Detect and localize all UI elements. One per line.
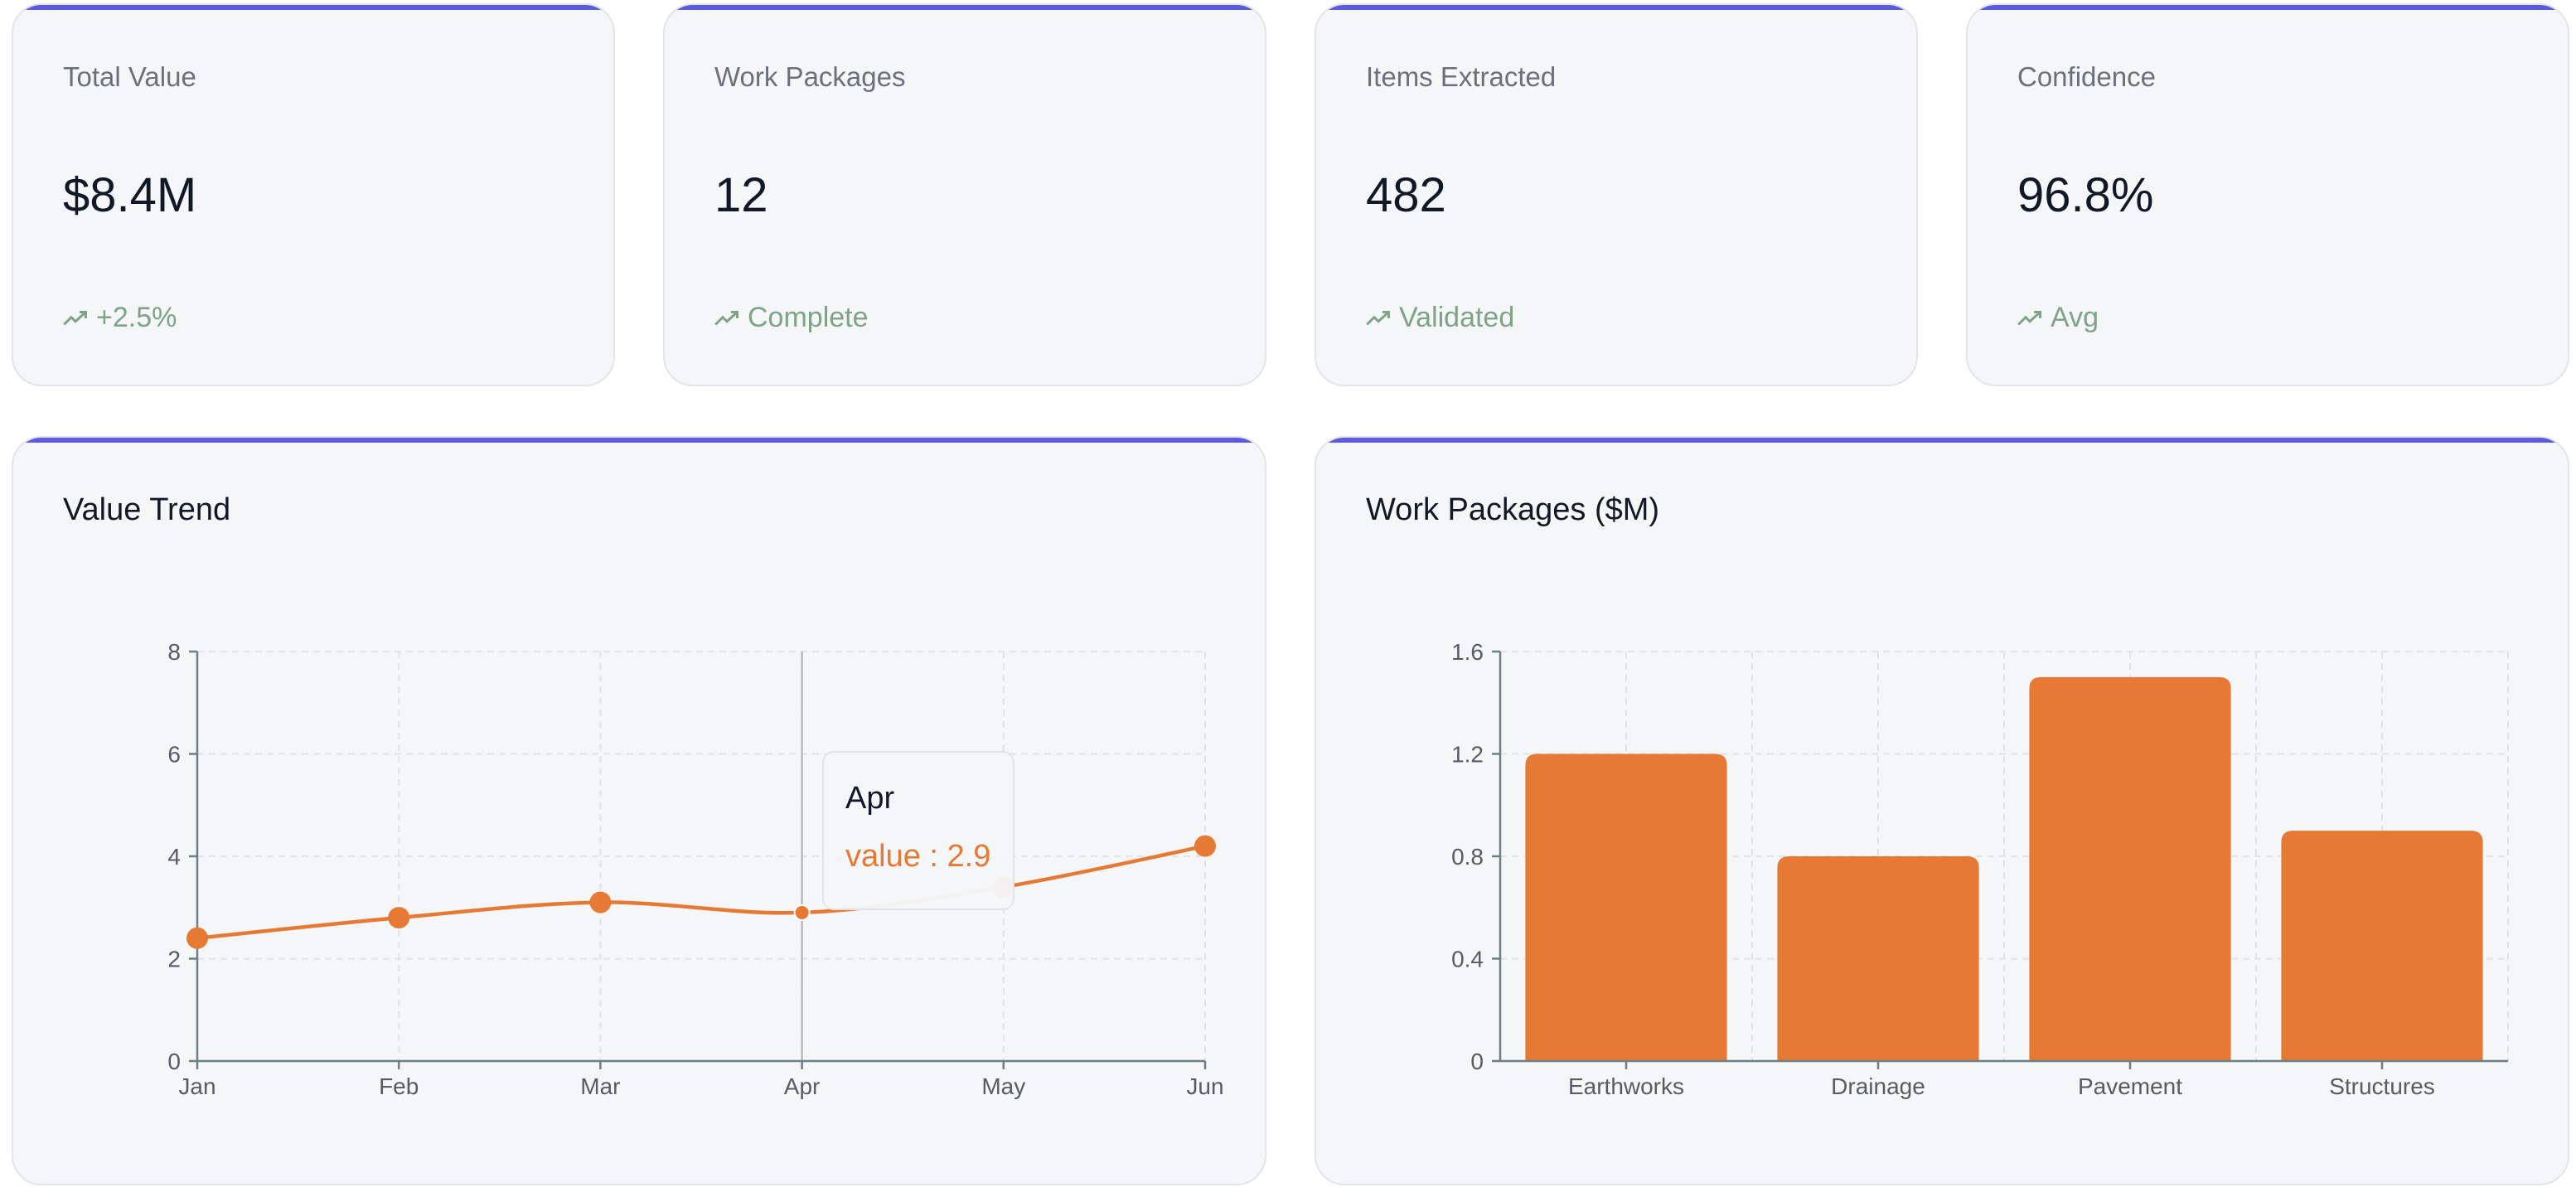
stat-card-items-extracted: Items Extracted 482 Validated	[1315, 3, 1918, 386]
stat-trend-label: Avg	[2051, 302, 2099, 333]
stat-card-total-value: Total Value $8.4M +2.5%	[12, 3, 615, 386]
chart-title: Work Packages ($M)	[1366, 492, 1660, 527]
stat-value: $8.4M	[63, 168, 197, 222]
stat-card-work-packages: Work Packages 12 Complete	[663, 3, 1266, 386]
trending-up-icon	[63, 310, 87, 326]
trending-up-icon	[2017, 310, 2041, 326]
work-packages-card: Work Packages ($M)	[1315, 436, 2569, 1185]
trending-up-icon	[1366, 310, 1390, 326]
stat-trend-label: +2.5%	[96, 302, 177, 333]
stat-value: 96.8%	[2017, 168, 2154, 222]
stat-trend: Complete	[714, 302, 869, 334]
stat-label: Items Extracted	[1366, 61, 1557, 92]
stat-trend-label: Validated	[1399, 302, 1515, 333]
chart-title: Value Trend	[63, 492, 231, 527]
stat-trend: Validated	[1366, 302, 1514, 334]
stat-value: 12	[714, 168, 768, 222]
stat-label: Work Packages	[714, 61, 906, 92]
stat-label: Confidence	[2017, 61, 2156, 92]
stat-trend: +2.5%	[63, 302, 177, 334]
stat-trend: Avg	[2017, 302, 2099, 334]
stat-trend-label: Complete	[748, 302, 869, 333]
stat-label: Total Value	[63, 61, 196, 92]
trending-up-icon	[714, 310, 738, 326]
chart-tooltip: Apr value : 2.9	[822, 751, 1014, 910]
stat-value: 482	[1366, 168, 1446, 222]
tooltip-value: value : 2.9	[845, 839, 991, 874]
value-trend-card: Value Trend	[12, 436, 1266, 1185]
stat-card-confidence: Confidence 96.8% Avg	[1966, 3, 2569, 386]
tooltip-label: Apr	[845, 781, 895, 816]
